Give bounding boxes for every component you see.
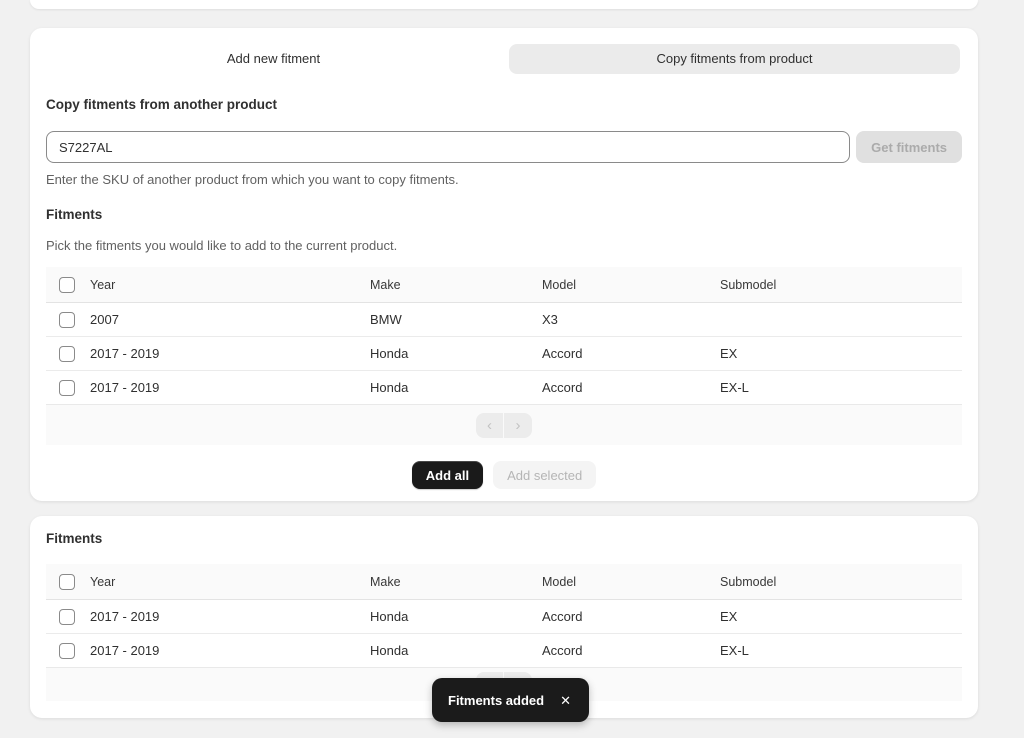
current-fitments-card: Fitments Year Make Model Submodel 2017 -… — [30, 516, 978, 718]
cell-make: Honda — [370, 346, 409, 361]
column-header-make: Make — [370, 277, 401, 292]
cell-make: Honda — [370, 380, 409, 395]
cell-year: 2017 - 2019 — [90, 346, 160, 361]
add-selected-button[interactable]: Add selected — [493, 461, 597, 489]
toast-notification: Fitments added ✕ — [432, 678, 589, 722]
fitment-mode-tabs: Add new fitment Copy fitments from produ… — [48, 44, 960, 74]
cell-submodel: EX — [720, 609, 738, 624]
row-checkbox-cell — [46, 642, 90, 659]
cell-year: 2007 — [90, 312, 119, 327]
row-checkbox-cell — [46, 608, 90, 625]
row-checkbox[interactable] — [59, 608, 75, 625]
table-row: 2017 - 2019 Honda Accord EX — [46, 600, 962, 634]
select-all-cell — [46, 573, 90, 590]
column-header-year: Year — [90, 574, 116, 589]
column-header-submodel: Submodel — [720, 574, 777, 589]
table-row: 2007 BMW X3 — [46, 303, 962, 337]
cell-model: Accord — [542, 609, 583, 624]
table-header-row: Year Make Model Submodel — [46, 267, 962, 303]
cell-year: 2017 - 2019 — [90, 609, 160, 624]
toast-close-icon[interactable]: ✕ — [560, 692, 571, 708]
copy-fitments-card: Add new fitment Copy fitments from produ… — [30, 28, 978, 501]
table-row: 2017 - 2019 Honda Accord EX-L — [46, 371, 962, 405]
sku-help-text: Enter the SKU of another product from wh… — [46, 172, 459, 187]
current-fitments-title: Fitments — [46, 531, 103, 546]
cell-make: Honda — [370, 643, 409, 658]
get-fitments-button[interactable]: Get fitments — [856, 131, 962, 163]
column-header-model: Model — [542, 574, 577, 589]
select-all-cell — [46, 276, 90, 293]
select-all-checkbox[interactable] — [59, 276, 75, 293]
tab-add-new-fitment[interactable]: Add new fitment — [48, 44, 499, 74]
cell-model: Accord — [542, 380, 583, 395]
tab-copy-fitments-from-product[interactable]: Copy fitments from product — [509, 44, 960, 74]
copy-section-title: Copy fitments from another product — [46, 97, 278, 112]
source-fitments-title: Fitments — [46, 207, 103, 222]
toast-message: Fitments added — [448, 692, 545, 708]
pagination-control: ‹ › — [476, 412, 532, 438]
cell-model: Accord — [542, 643, 583, 658]
row-checkbox[interactable] — [59, 311, 75, 328]
previous-card-bottom-edge — [30, 0, 978, 9]
column-header-model: Model — [542, 277, 577, 292]
cell-make: BMW — [370, 312, 402, 327]
row-checkbox-cell — [46, 345, 90, 362]
row-checkbox-cell — [46, 311, 90, 328]
cell-submodel: EX-L — [720, 643, 749, 658]
source-fitments-description: Pick the fitments you would like to add … — [46, 238, 398, 253]
source-fitments-table: Year Make Model Submodel 2007 BMW X3 2017 -… — [46, 267, 962, 445]
row-checkbox[interactable] — [59, 379, 75, 396]
column-header-year: Year — [90, 277, 116, 292]
cell-year: 2017 - 2019 — [90, 643, 160, 658]
sku-row: Get fitments — [46, 131, 962, 163]
table-body: 2017 - 2019 Honda Accord EX 2017 - 2019 Honda… — [46, 600, 962, 668]
select-all-checkbox[interactable] — [59, 573, 75, 590]
fitment-actions: Add all Add selected — [46, 461, 962, 489]
table-body: 2007 BMW X3 2017 - 2019 Honda Accord EX 2017 - … — [46, 303, 962, 405]
pagination-prev-icon[interactable]: ‹ — [476, 412, 504, 438]
pagination-next-icon[interactable]: › — [504, 412, 532, 438]
table-header-row: Year Make Model Submodel — [46, 564, 962, 600]
cell-submodel: EX-L — [720, 380, 749, 395]
table-pagination-bar: ‹ › — [46, 405, 962, 445]
add-all-button[interactable]: Add all — [411, 461, 484, 489]
sku-input[interactable] — [46, 131, 851, 163]
cell-make: Honda — [370, 609, 409, 624]
cell-model: Accord — [542, 346, 583, 361]
row-checkbox[interactable] — [59, 642, 75, 659]
cell-submodel: EX — [720, 346, 738, 361]
table-row: 2017 - 2019 Honda Accord EX — [46, 337, 962, 371]
column-header-make: Make — [370, 574, 401, 589]
column-header-submodel: Submodel — [720, 277, 777, 292]
table-row: 2017 - 2019 Honda Accord EX-L — [46, 634, 962, 668]
row-checkbox-cell — [46, 379, 90, 396]
cell-model: X3 — [542, 312, 558, 327]
cell-year: 2017 - 2019 — [90, 380, 160, 395]
row-checkbox[interactable] — [59, 345, 75, 362]
